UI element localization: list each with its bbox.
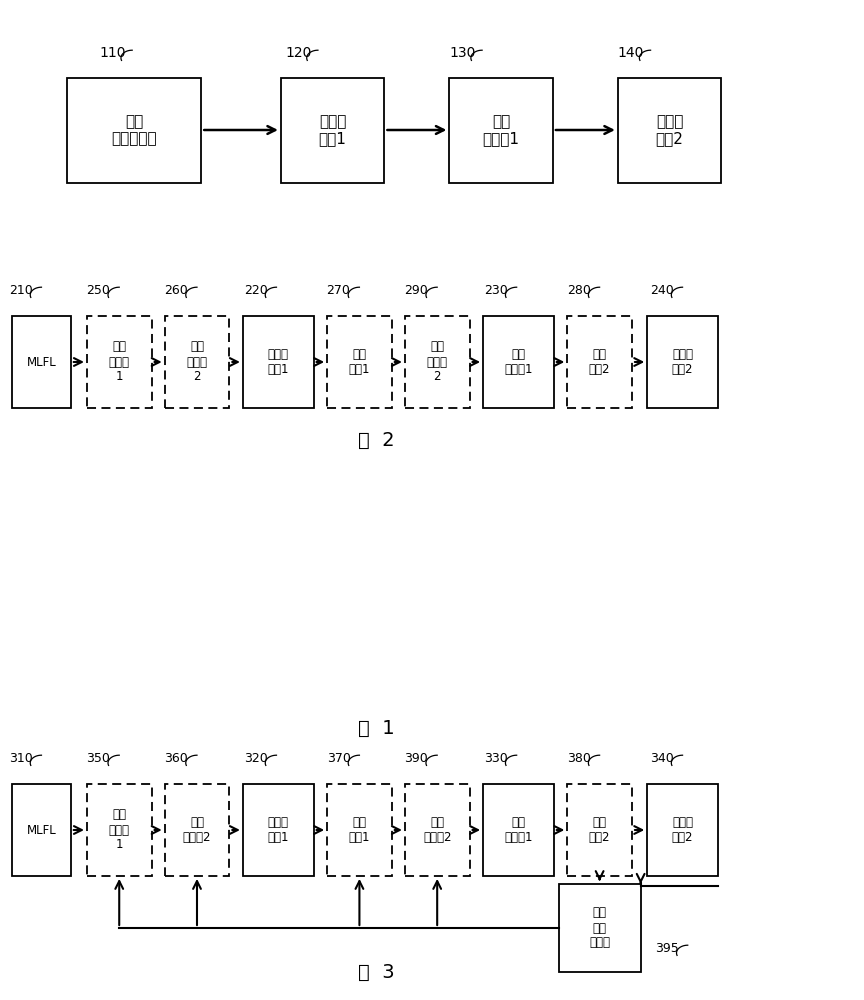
- Bar: [404, 316, 470, 408]
- Text: 光纤
放大器1: 光纤 放大器1: [483, 114, 519, 146]
- Bar: [281, 78, 384, 182]
- Text: 非线性
波导1: 非线性 波导1: [268, 348, 289, 376]
- Text: 290: 290: [404, 284, 428, 296]
- Text: MLFL: MLFL: [27, 824, 56, 836]
- Bar: [567, 316, 632, 408]
- Bar: [67, 78, 200, 182]
- Text: 色散
元件2: 色散 元件2: [589, 348, 610, 376]
- Text: 120: 120: [285, 46, 312, 60]
- Text: 图  2: 图 2: [358, 430, 394, 450]
- Text: 360: 360: [164, 752, 187, 764]
- Text: 偏振
控制器
1: 偏振 控制器 1: [109, 340, 130, 383]
- Text: 130: 130: [449, 46, 476, 60]
- Text: 260: 260: [164, 284, 187, 296]
- Text: 图  3: 图 3: [358, 962, 394, 982]
- Bar: [327, 784, 392, 876]
- Text: 340: 340: [650, 752, 673, 764]
- Bar: [243, 316, 314, 408]
- Text: 非线性
波导2: 非线性 波导2: [656, 114, 683, 146]
- Text: 350: 350: [86, 752, 111, 764]
- Text: 110: 110: [99, 46, 126, 60]
- Text: 非线性
波导1: 非线性 波导1: [268, 816, 289, 844]
- Bar: [164, 316, 230, 408]
- Text: 395: 395: [655, 942, 678, 954]
- Bar: [449, 78, 553, 182]
- Text: 光纤
放大器2: 光纤 放大器2: [183, 816, 211, 844]
- Bar: [86, 316, 152, 408]
- Text: 240: 240: [650, 284, 673, 296]
- Text: 锁模
光纤激光器: 锁模 光纤激光器: [111, 114, 156, 146]
- Text: 非线性
波导2: 非线性 波导2: [672, 348, 693, 376]
- Text: 色散
元件2: 色散 元件2: [589, 816, 610, 844]
- Bar: [327, 316, 392, 408]
- Bar: [12, 316, 71, 408]
- Text: 310: 310: [9, 752, 32, 764]
- Text: 140: 140: [618, 46, 645, 60]
- Text: 反馈
回路
滤波器: 反馈 回路 滤波器: [589, 906, 610, 950]
- Text: 270: 270: [327, 284, 351, 296]
- Text: 非线性
波导2: 非线性 波导2: [672, 816, 693, 844]
- Text: 250: 250: [86, 284, 111, 296]
- Bar: [243, 784, 314, 876]
- Text: MLFL: MLFL: [27, 356, 56, 368]
- Bar: [12, 784, 71, 876]
- Text: 210: 210: [9, 284, 32, 296]
- Text: 370: 370: [327, 752, 351, 764]
- Text: 偏振
控制器
1: 偏振 控制器 1: [109, 808, 130, 852]
- Text: 390: 390: [404, 752, 428, 764]
- Text: 非线性
波导1: 非线性 波导1: [319, 114, 346, 146]
- Bar: [618, 78, 721, 182]
- Text: 220: 220: [244, 284, 267, 296]
- Text: 230: 230: [484, 284, 507, 296]
- Text: 330: 330: [484, 752, 507, 764]
- Text: 色散
元件1: 色散 元件1: [349, 348, 370, 376]
- Bar: [558, 884, 640, 972]
- Bar: [647, 316, 718, 408]
- Bar: [567, 784, 632, 876]
- Bar: [647, 784, 718, 876]
- Bar: [483, 316, 554, 408]
- Text: 偏振
控制器
2: 偏振 控制器 2: [427, 340, 448, 383]
- Text: 光纤
放大器1: 光纤 放大器1: [505, 348, 532, 376]
- Bar: [483, 784, 554, 876]
- Text: 色散
元件1: 色散 元件1: [349, 816, 370, 844]
- Text: 320: 320: [244, 752, 267, 764]
- Bar: [86, 784, 152, 876]
- Text: 光纤
放大器
2: 光纤 放大器 2: [187, 340, 207, 383]
- Bar: [164, 784, 230, 876]
- Text: 280: 280: [567, 284, 591, 296]
- Text: 380: 380: [567, 752, 591, 764]
- Bar: [404, 784, 470, 876]
- Text: 偏振
控制器2: 偏振 控制器2: [423, 816, 451, 844]
- Text: 光纤
放大器1: 光纤 放大器1: [505, 816, 532, 844]
- Text: 图  1: 图 1: [358, 718, 394, 738]
